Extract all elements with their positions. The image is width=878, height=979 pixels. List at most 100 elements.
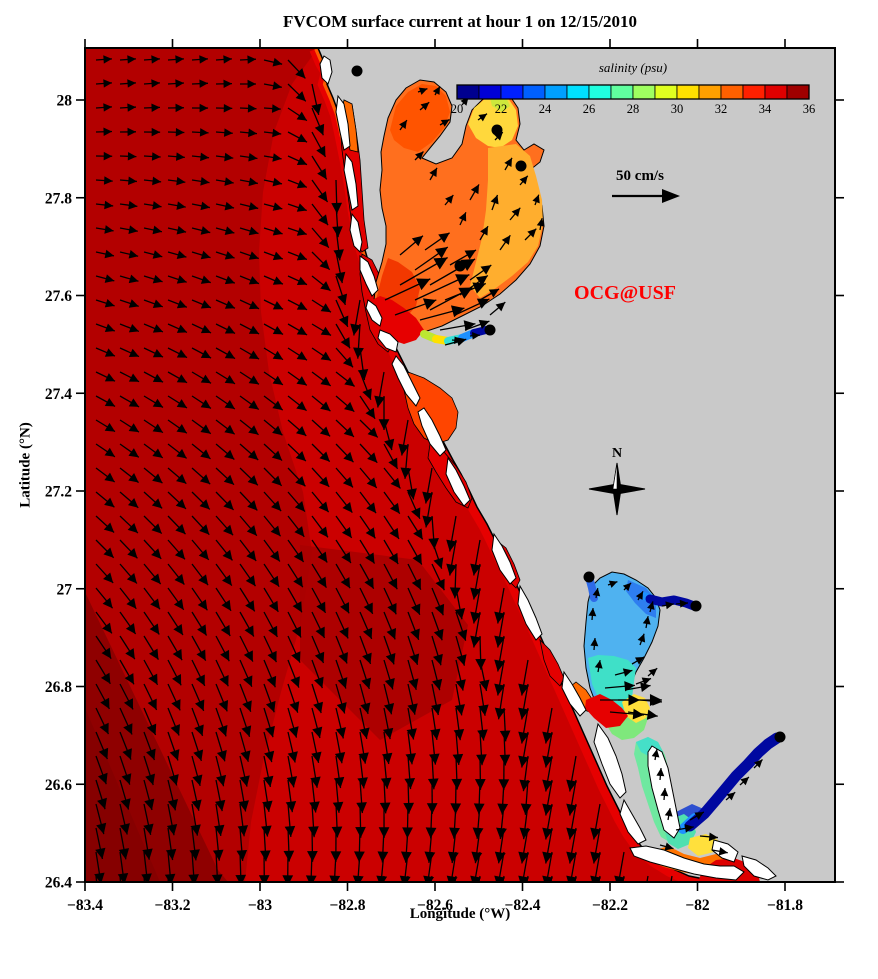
current-arrow-head [198, 574, 209, 586]
current-arrow-head [199, 103, 209, 113]
current-arrow-head [248, 128, 258, 138]
current-arrow-head [406, 728, 417, 740]
current-arrow-head [127, 522, 138, 534]
current-arrow-head [296, 227, 307, 236]
current-arrow-head [103, 151, 113, 161]
current-arrow-head [320, 303, 331, 313]
current-arrow-head [422, 491, 434, 504]
x-tick-label: −83.2 [155, 897, 191, 914]
current-arrow-head [296, 133, 308, 143]
colorbar-tick-label: 28 [627, 102, 640, 116]
current-arrow-head [224, 325, 236, 334]
current-arrow-head [248, 251, 259, 260]
current-arrow-head [176, 324, 187, 333]
current-arrow-head [316, 601, 326, 613]
current-arrow-head [144, 798, 155, 810]
current-arrow-head [176, 299, 187, 309]
current-arrow-head [200, 399, 211, 409]
current-arrow-head [223, 55, 232, 64]
current-arrow-head [470, 875, 482, 882]
plot-border [84, 47, 836, 883]
current-arrow-head [446, 539, 458, 552]
current-arrow-head [248, 300, 260, 310]
current-arrow-head [200, 449, 211, 459]
current-arrow-head [198, 549, 209, 560]
station-dot [491, 124, 503, 136]
current-arrow-head [200, 275, 211, 284]
current-arrow-head [146, 723, 157, 736]
current-arrow-head [246, 550, 257, 561]
bay-current-arrow-head [624, 681, 635, 692]
current-arrow-head [269, 575, 280, 587]
current-arrow-head [455, 679, 466, 691]
current-arrow-head [337, 293, 348, 305]
colorbar-tick-label: 36 [803, 102, 816, 116]
current-arrow-head [390, 477, 401, 489]
current-arrow-head [454, 608, 466, 620]
x-tick-label: −82.8 [330, 897, 366, 914]
current-arrow-head [224, 399, 235, 410]
current-arrow-head [248, 425, 259, 435]
bay-current-arrow-head [640, 682, 651, 692]
bay-current-arrow-head [679, 599, 688, 608]
current-arrow-head [248, 350, 260, 360]
current-arrow-head [384, 438, 395, 451]
current-arrow-head [296, 251, 307, 261]
current-arrow-head [344, 401, 355, 412]
current-arrow-head [267, 650, 277, 663]
colorbar-segment [698, 84, 722, 100]
current-arrow-head [152, 398, 164, 408]
bay-current-arrow-head [433, 257, 448, 270]
current-arrow-head [361, 677, 372, 689]
colorbar-tick-label: 30 [671, 102, 684, 116]
current-arrow-head [175, 79, 184, 88]
current-arrow-head [296, 401, 307, 411]
current-arrow-head [142, 848, 153, 860]
current-arrow-head [175, 55, 184, 64]
current-arrow-head [308, 826, 319, 838]
colorbar-tick-label: 26 [583, 102, 596, 116]
current-arrow-head [272, 226, 283, 236]
current-arrow-head [296, 351, 307, 361]
current-arrow-head [220, 624, 231, 637]
current-arrow-head [335, 727, 346, 739]
station-dot [484, 324, 496, 336]
current-arrow-head [566, 803, 578, 816]
island [561, 670, 587, 717]
current-arrow-head [152, 473, 163, 484]
current-arrow-head [104, 373, 116, 382]
current-arrow-head [427, 778, 439, 790]
sarasota-bay [403, 371, 459, 445]
current-arrow-head [434, 603, 445, 616]
current-arrow-head [152, 373, 164, 383]
current-arrow-head [103, 79, 112, 88]
current-arrow-head [190, 824, 201, 836]
current-arrow-head [164, 873, 176, 882]
island [377, 329, 399, 353]
current-arrow-head [518, 875, 530, 882]
colorbar-segment [764, 84, 788, 100]
bay-current-arrow-head [453, 336, 462, 345]
bay-current-arrow-head [684, 824, 694, 833]
current-arrow-head [400, 851, 412, 863]
current-arrow-head [247, 500, 258, 511]
current-arrow-head [499, 754, 511, 766]
current-arrow-head [270, 550, 280, 562]
current-arrow-head [244, 625, 254, 637]
current-arrow-head [268, 600, 279, 612]
current-arrow-head [411, 507, 421, 519]
current-arrow-head [193, 749, 204, 761]
current-arrow-head [223, 474, 235, 485]
current-arrow-head [494, 635, 506, 648]
current-arrow-head [104, 298, 115, 308]
current-arrow-head [446, 563, 458, 576]
bay-current-arrow-head [622, 668, 633, 677]
bay-current-arrow-head [637, 633, 646, 643]
current-arrow-head [294, 501, 305, 512]
current-arrow-head [188, 874, 199, 882]
current-arrow-head [152, 324, 163, 333]
current-arrow-head [318, 214, 329, 226]
current-arrow-head [223, 128, 233, 137]
current-arrow-head [378, 419, 390, 431]
